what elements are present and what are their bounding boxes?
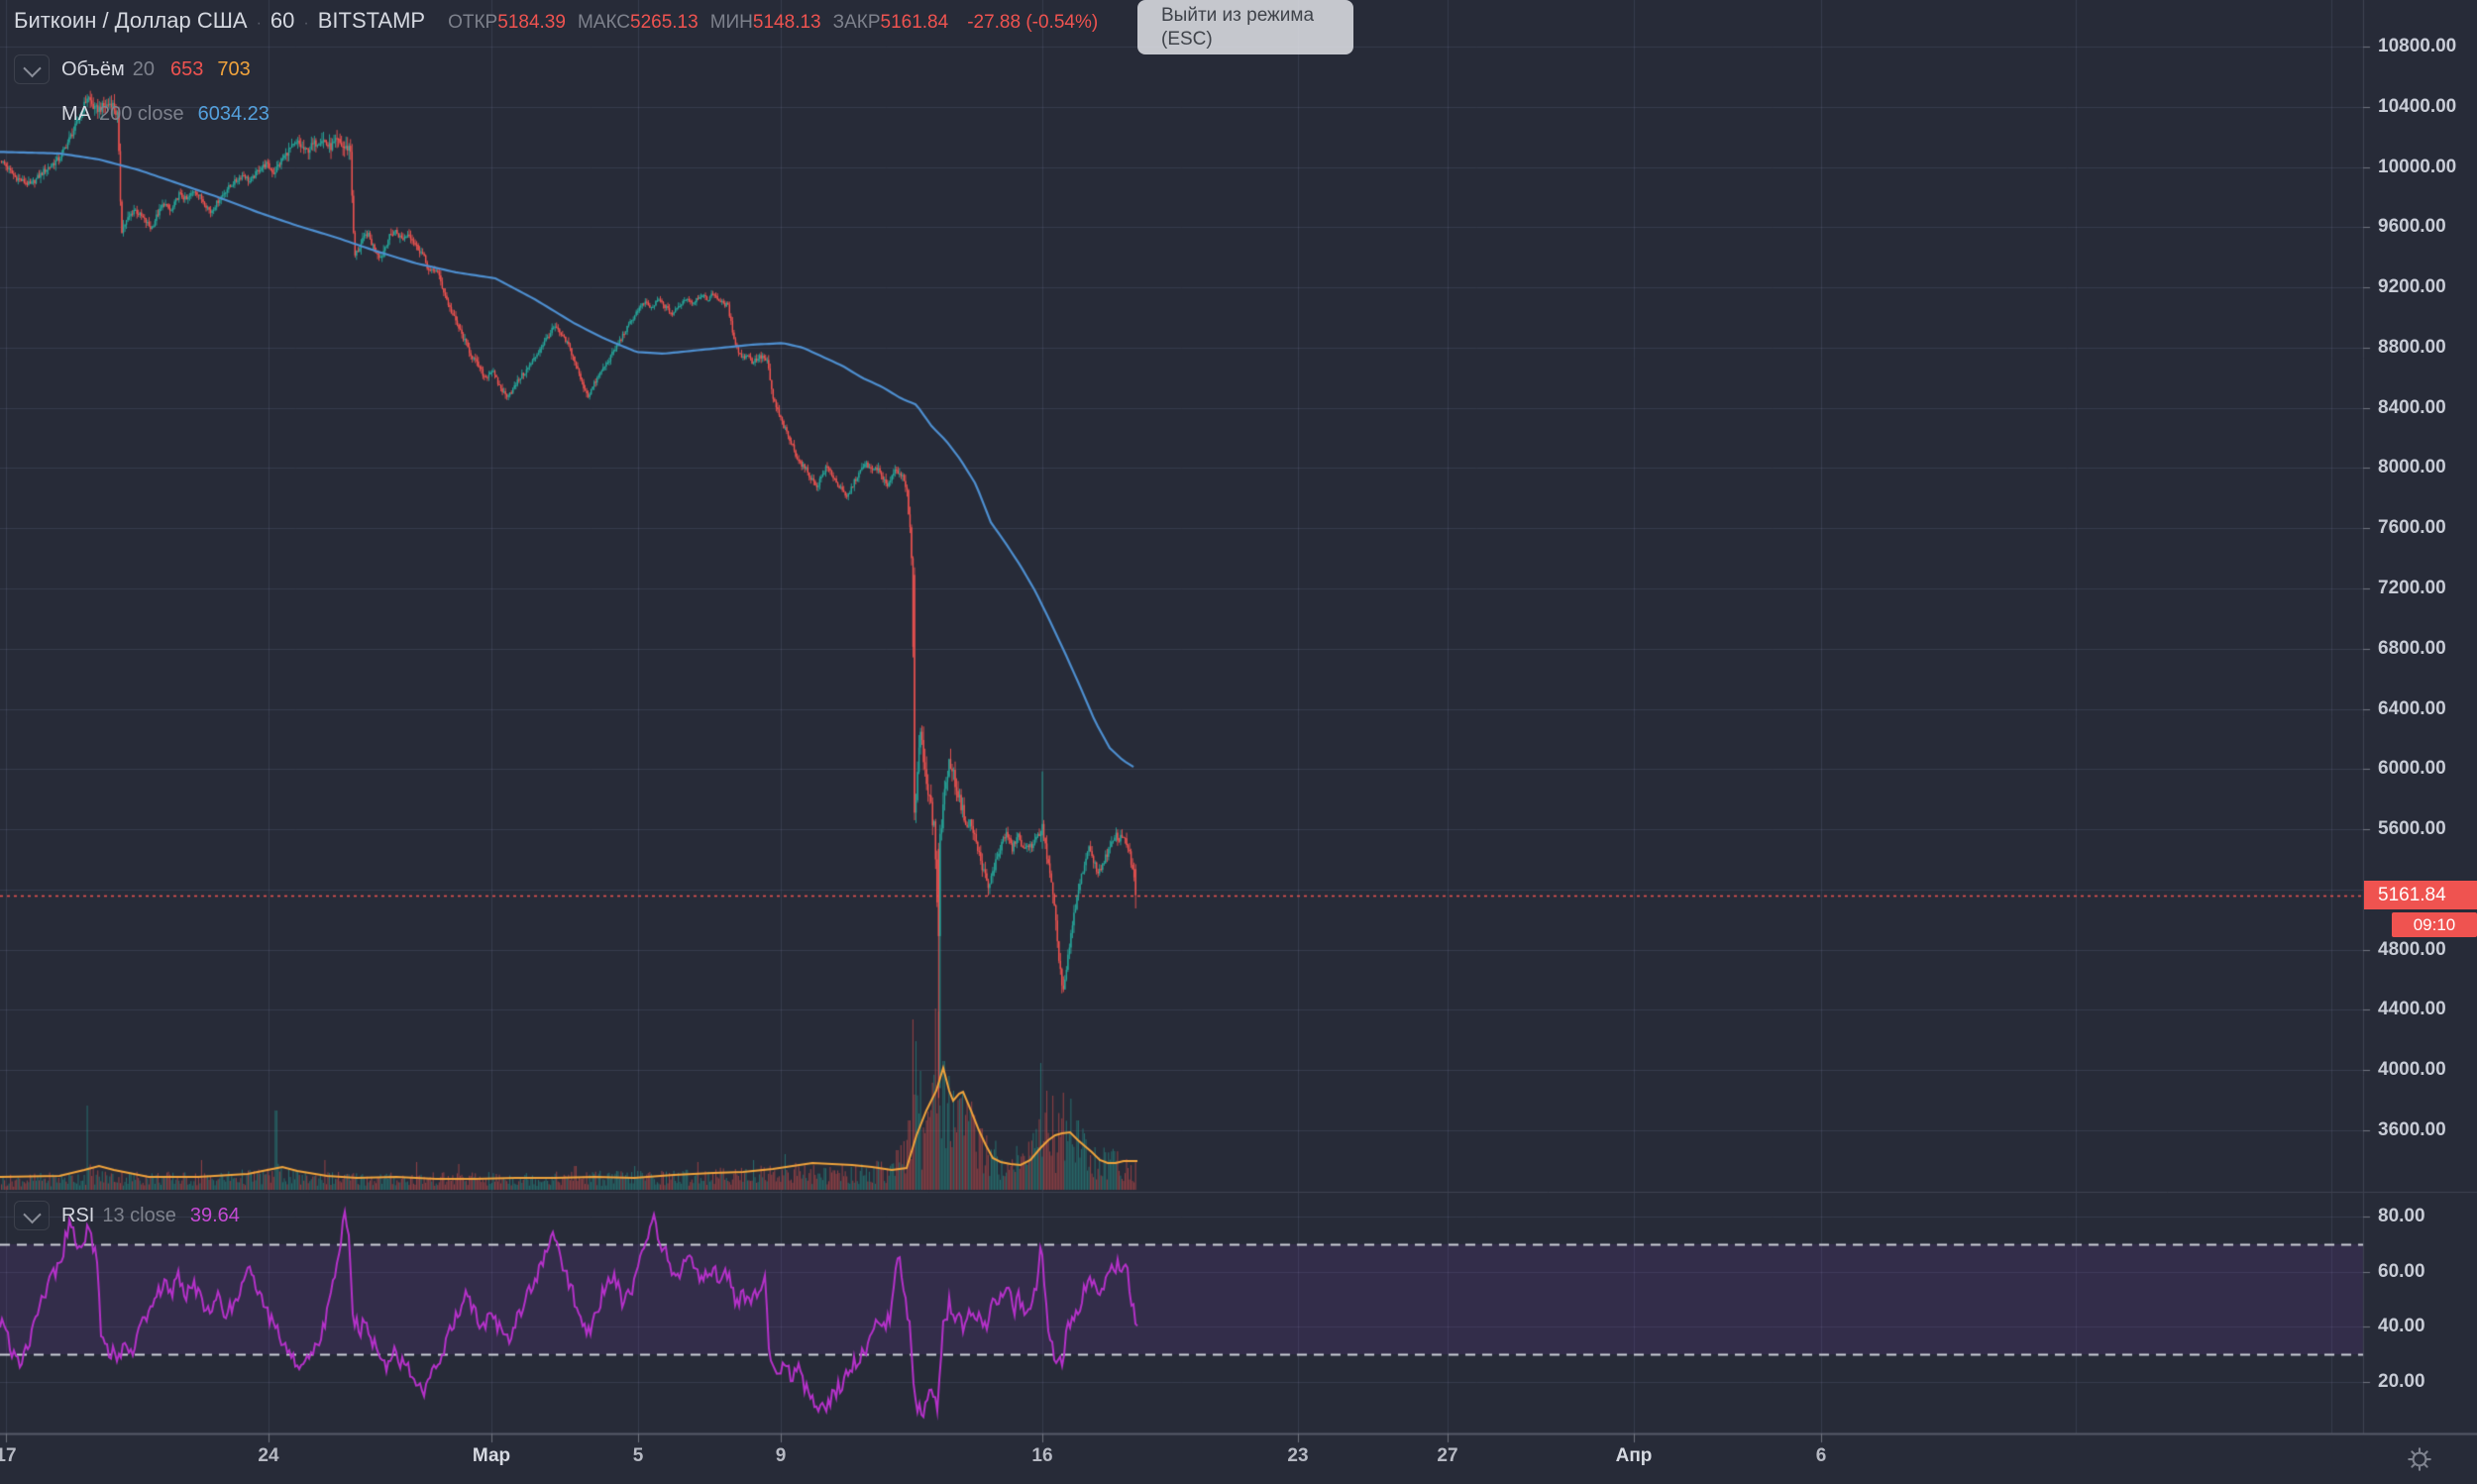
time-axis-label: 24: [258, 1445, 279, 1466]
bar-countdown-badge: 09:10: [2392, 912, 2477, 937]
price-axis-label: 6000.00: [2378, 758, 2446, 780]
rsi-indicator-params: 13 close: [102, 1204, 176, 1226]
rsi-indicator-row: RSI 13 close 39.64: [14, 1201, 240, 1230]
price-axis-label: 10000.00: [2378, 156, 2457, 177]
interval-button[interactable]: 60: [269, 8, 295, 33]
ohlc-values: ОТКР5184.39 МАКС5265.13 МИН5148.13 ЗАКР5…: [448, 12, 948, 34]
rsi-indicator-value: 39.64: [189, 1204, 240, 1226]
time-axis[interactable]: 17 24 Мар 5 9 16 23 27 Апр 6: [0, 1435, 2477, 1484]
time-axis-label: 17: [0, 1445, 17, 1466]
time-axis-label: 6: [1815, 1445, 1827, 1466]
time-axis-label: 23: [1287, 1445, 1309, 1466]
price-axis-label: 7600.00: [2378, 517, 2446, 539]
change-value: -27.88 (-0.54%): [967, 12, 1099, 33]
price-axis-label: 6800.00: [2378, 637, 2446, 659]
rsi-collapse-button[interactable]: [14, 1201, 50, 1230]
separator-dot: ·: [256, 15, 262, 32]
legend: Биткоин / Доллар США · 60 · BITSTAMP ОТК…: [14, 8, 1098, 125]
rsi-axis-label: 80.00: [2378, 1206, 2425, 1226]
exit-fullscreen-tooltip: Выйти из режима (ESC): [1137, 0, 1353, 54]
tooltip-line1: Выйти из режима: [1161, 5, 1315, 26]
volume-indicator-row: Объём 20 653 703: [14, 54, 251, 84]
price-axis[interactable]: 10800.00 10400.00 10000.00 9600.00 9200.00 88…: [2364, 0, 2477, 1433]
ma-indicator-params: 200 close: [99, 103, 184, 125]
axis-settings-button[interactable]: [2404, 1443, 2435, 1475]
last-price-badge: 5161.84: [2364, 881, 2477, 909]
time-axis-label: Мар: [472, 1445, 511, 1466]
price-axis-label: 8800.00: [2378, 336, 2446, 358]
separator-dot: ·: [303, 15, 309, 32]
symbol-row: Биткоин / Доллар США · 60 · BITSTAMP ОТК…: [14, 8, 1098, 34]
time-axis-label: 9: [775, 1445, 787, 1466]
close-value: ЗАКР5161.84: [832, 12, 949, 33]
tooltip-line2: (ESC): [1161, 29, 1213, 50]
price-axis-label: 4000.00: [2378, 1059, 2446, 1081]
time-axis-label: 27: [1437, 1445, 1458, 1466]
price-axis-label: 8000.00: [2378, 457, 2446, 478]
price-axis-label: 3600.00: [2378, 1118, 2446, 1140]
low-value: МИН5148.13: [709, 12, 821, 33]
chevron-down-icon: [22, 58, 42, 77]
price-axis-label: 5600.00: [2378, 818, 2446, 840]
volume-value-up: 703: [217, 57, 251, 80]
volume-indicator-length: 20: [132, 57, 155, 80]
rsi-axis-label: 60.00: [2378, 1260, 2425, 1282]
price-axis-label: 8400.00: [2378, 396, 2446, 418]
price-axis-label: 9600.00: [2378, 216, 2446, 238]
time-axis-label: 16: [1031, 1445, 1053, 1466]
volume-collapse-button[interactable]: [14, 54, 50, 84]
price-axis-label: 6400.00: [2378, 697, 2446, 719]
symbol-title[interactable]: Биткоин / Доллар США: [14, 8, 248, 33]
volume-indicator-name[interactable]: Объём: [61, 57, 125, 80]
volume-value-down: 653: [169, 57, 204, 80]
rsi-axis-label: 40.00: [2378, 1316, 2425, 1337]
ma-indicator-name[interactable]: MA: [61, 103, 91, 125]
rsi-indicator-name[interactable]: RSI: [61, 1204, 95, 1226]
price-axis-label: 10400.00: [2378, 95, 2457, 117]
price-axis-label: 7200.00: [2378, 577, 2446, 598]
price-axis-label: 10800.00: [2378, 36, 2457, 56]
price-axis-label: 9200.00: [2378, 276, 2446, 298]
time-axis-label: Апр: [1615, 1445, 1653, 1466]
price-axis-label: 4800.00: [2378, 938, 2446, 960]
price-axis-label: 4400.00: [2378, 999, 2446, 1020]
open-value: ОТКР5184.39: [448, 12, 566, 33]
rsi-axis-label: 20.00: [2378, 1370, 2425, 1392]
ma-indicator-value: 6034.23: [197, 103, 269, 125]
ma-indicator-row: MA 200 close 6034.23: [14, 103, 269, 126]
high-value: МАКС5265.13: [577, 12, 699, 33]
time-axis-label: 5: [632, 1445, 644, 1466]
exchange-label[interactable]: BITSTAMP: [317, 8, 426, 33]
gear-icon: [2408, 1447, 2431, 1471]
chevron-down-icon: [22, 1205, 42, 1223]
